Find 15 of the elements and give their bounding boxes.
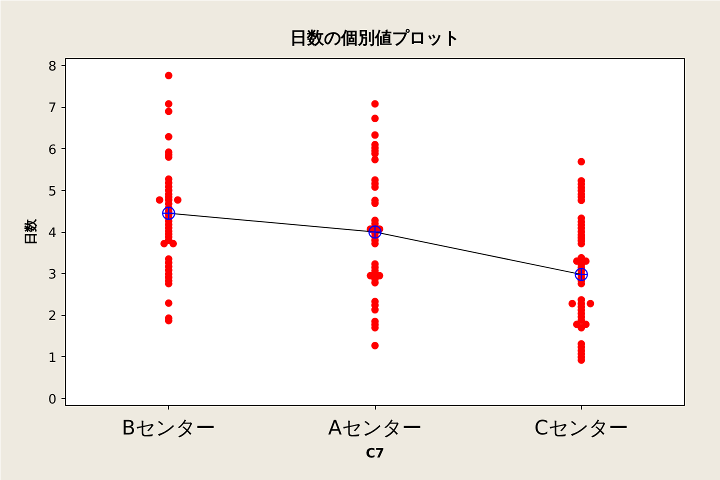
y-tick-label: 2 bbox=[48, 309, 57, 324]
x-tick-label: Aセンター bbox=[328, 416, 422, 440]
y-tick-label: 1 bbox=[48, 350, 57, 366]
y-tick-label: 8 bbox=[48, 60, 57, 75]
x-tick-label: Cセンター bbox=[534, 416, 628, 440]
y-tick-label: 0 bbox=[48, 392, 57, 408]
chart-title: 日数の個別値プロット bbox=[290, 28, 460, 48]
x-tick-label: Bセンター bbox=[122, 416, 216, 440]
y-tick-label: 5 bbox=[48, 184, 57, 200]
y-axis-title: 日数 bbox=[24, 218, 40, 245]
y-tick-label: 4 bbox=[48, 226, 57, 241]
x-axis-title: C7 bbox=[366, 446, 384, 462]
y-tick-label: 3 bbox=[48, 268, 57, 283]
y-tick-label: 6 bbox=[48, 142, 57, 158]
y-tick-label: 7 bbox=[48, 101, 57, 116]
